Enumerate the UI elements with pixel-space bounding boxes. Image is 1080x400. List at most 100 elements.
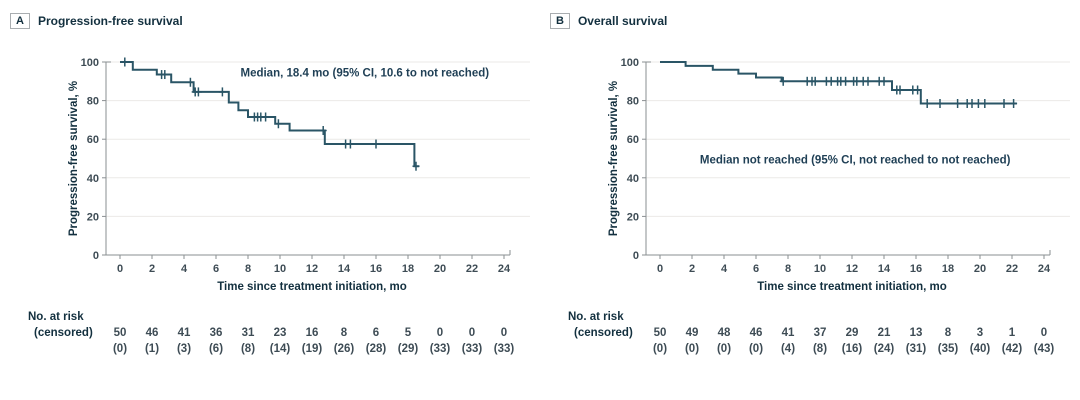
panel-b-title: Overall survival: [577, 14, 668, 28]
at-risk-count: 29: [845, 327, 859, 339]
x-tick-label: 4: [721, 263, 728, 275]
at-risk-count: 0: [500, 327, 508, 339]
x-tick-label: 6: [753, 263, 759, 275]
at-risk-label: No. at risk: [28, 311, 84, 323]
y-tick-label: 100: [621, 57, 639, 69]
x-tick-label: 10: [814, 263, 826, 275]
at-risk-count: 46: [145, 327, 159, 339]
censored-count: (33): [429, 343, 451, 355]
x-tick-label: 12: [306, 263, 318, 275]
km-curve: [120, 61, 420, 168]
y-tick-label: 60: [87, 134, 99, 146]
at-risk-count: 21: [877, 327, 891, 339]
y-tick-label: 0: [93, 250, 99, 262]
x-tick-label: 22: [466, 263, 478, 275]
median-annotation: Median, 18.4 mo (95% CI, 10.6 to not rea…: [240, 67, 489, 79]
at-risk-count: 48: [717, 327, 731, 339]
at-risk-count: 13: [909, 327, 923, 339]
censored-count: (8): [240, 343, 256, 355]
at-risk-count: 8: [340, 327, 348, 339]
at-risk-count: 23: [273, 327, 287, 339]
censored-count: (35): [937, 343, 959, 355]
censored-label: (censored): [574, 327, 633, 339]
y-tick-label: 20: [87, 211, 99, 223]
y-tick-label: 100: [81, 57, 99, 69]
censored-count: (43): [1033, 343, 1055, 355]
y-tick-label: 80: [87, 96, 99, 108]
censored-count: (14): [269, 343, 291, 355]
x-tick-label: 20: [974, 263, 986, 275]
censored-count: (4): [780, 343, 796, 355]
panel-progression-free-survival: A Progression-free survival 0 20 40 60 80 100…: [10, 13, 530, 355]
x-tick-label: 16: [910, 263, 922, 275]
y-tick-label: 80: [627, 96, 639, 108]
at-risk-count: 1: [1008, 327, 1016, 339]
x-tick-label: 10: [274, 263, 286, 275]
censored-count: (40): [969, 343, 991, 355]
y-axis-title: Progression-free survival, %: [608, 81, 620, 236]
at-risk-count: 46: [749, 327, 763, 339]
at-risk-count: 0: [468, 327, 476, 339]
censored-count: (24): [873, 343, 895, 355]
x-tick-label: 4: [181, 263, 188, 275]
at-risk-label: No. at risk: [568, 311, 624, 323]
x-axis-title: Time since treatment initiation, mo: [757, 281, 947, 293]
censored-count: (42): [1001, 343, 1023, 355]
at-risk-count: 31: [241, 327, 255, 339]
censored-count: (33): [461, 343, 483, 355]
censored-count: (0): [716, 343, 732, 355]
x-tick-label: 14: [878, 263, 891, 275]
censored-count: (33): [493, 343, 515, 355]
y-tick-label: 60: [627, 134, 639, 146]
x-tick-label: 8: [245, 263, 251, 275]
km-curve: [660, 61, 1017, 105]
panel-a-title: Progression-free survival: [37, 14, 183, 28]
x-tick-label: 6: [213, 263, 219, 275]
x-tick-label: 22: [1006, 263, 1018, 275]
at-risk-count: 0: [436, 327, 444, 339]
censored-count: (0): [112, 343, 128, 355]
at-risk-count: 41: [177, 327, 191, 339]
censored-count: (6): [208, 343, 224, 355]
panel-a-header: A Progression-free survival: [10, 13, 183, 29]
at-risk-count: 37: [813, 327, 827, 339]
x-tick-label: 24: [498, 263, 511, 275]
at-risk-count: 0: [1040, 327, 1048, 339]
x-tick-label: 12: [846, 263, 858, 275]
censored-count: (0): [748, 343, 764, 355]
at-risk-count: 6: [372, 327, 380, 339]
censored-count: (1): [144, 343, 160, 355]
x-tick-label: 14: [338, 263, 351, 275]
x-tick-label: 8: [785, 263, 791, 275]
x-tick-label: 2: [149, 263, 155, 275]
x-axis-title: Time since treatment initiation, mo: [217, 281, 407, 293]
at-risk-count: 49: [685, 327, 699, 339]
at-risk-count: 50: [113, 327, 127, 339]
at-risk-count: 50: [653, 327, 667, 339]
y-tick-label: 40: [627, 173, 639, 185]
x-tick-label: 24: [1038, 263, 1051, 275]
at-risk-count: 3: [976, 327, 984, 339]
panel-b-letter-badge: B: [550, 13, 570, 29]
y-tick-label: 0: [633, 250, 639, 262]
at-risk-count: 8: [944, 327, 952, 339]
x-tick-label: 20: [434, 263, 446, 275]
x-tick-label: 2: [689, 263, 695, 275]
at-risk-count: 36: [209, 327, 223, 339]
panel-b-header: B Overall survival: [550, 13, 667, 29]
at-risk-count: 5: [404, 327, 412, 339]
censored-count: (0): [652, 343, 668, 355]
y-axis-title: Progression-free survival, %: [68, 81, 80, 236]
median-annotation: Median not reached (95% CI, not reached …: [700, 154, 1011, 166]
panel-a-letter-badge: A: [10, 13, 30, 29]
censored-count: (3): [176, 343, 192, 355]
censored-count: (26): [333, 343, 355, 355]
censored-count: (28): [365, 343, 387, 355]
censored-count: (0): [684, 343, 700, 355]
censored-count: (16): [841, 343, 863, 355]
y-tick-label: 20: [627, 211, 639, 223]
panel-overall-survival: B Overall survival 0 20 40 60 80 100 0 2 4 6 8 10 12…: [540, 0, 1080, 400]
